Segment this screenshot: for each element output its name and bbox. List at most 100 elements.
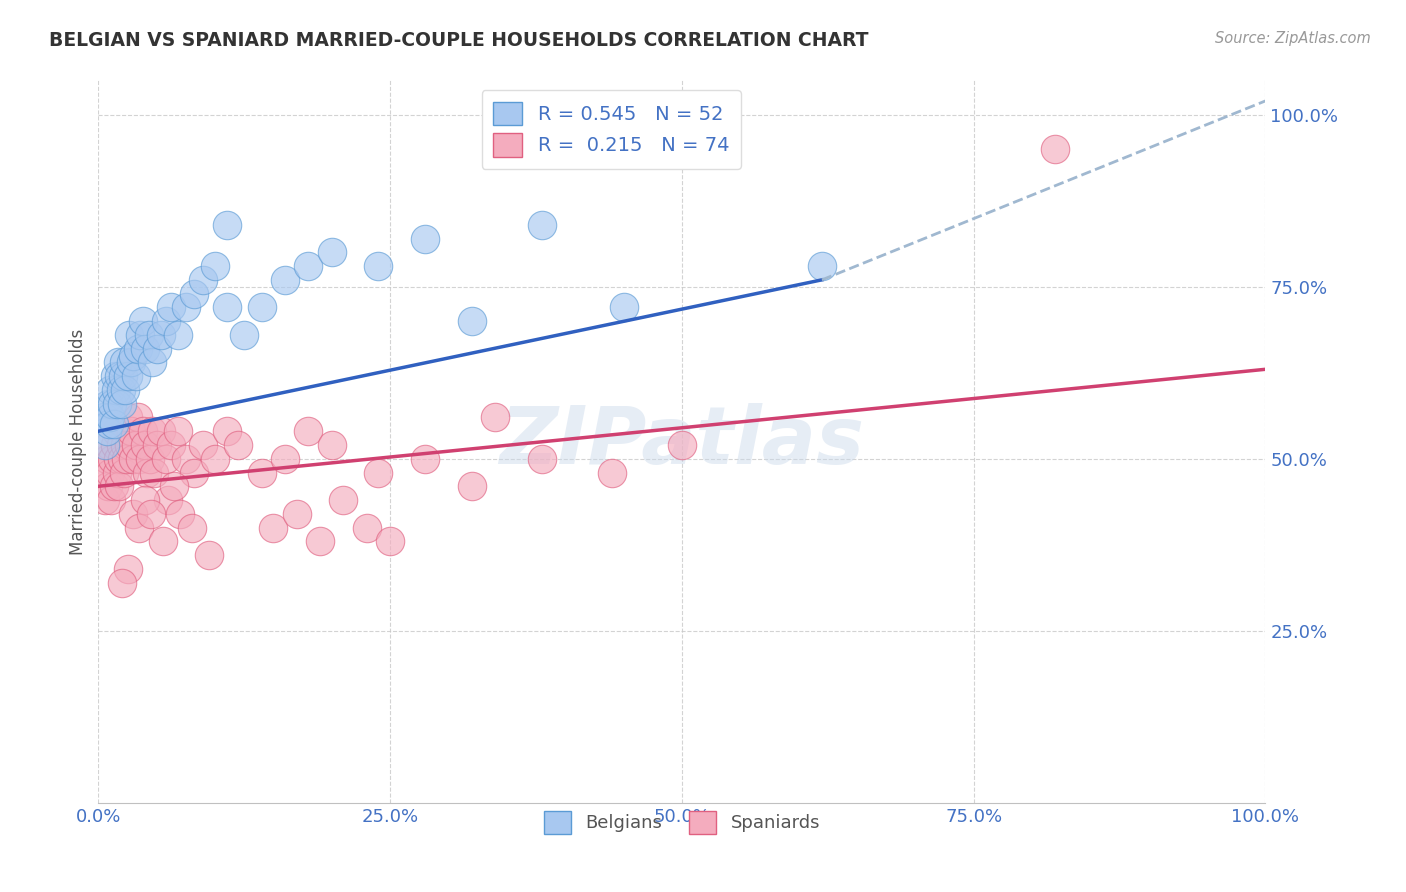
Point — [134, 342, 156, 356]
Point — [600, 466, 623, 480]
Point — [97, 417, 120, 432]
Text: ZIPatlas: ZIPatlas — [499, 402, 865, 481]
Point — [97, 479, 120, 493]
Point — [125, 369, 148, 384]
Point — [125, 438, 148, 452]
Point — [112, 466, 135, 480]
Point — [97, 397, 120, 411]
Point — [105, 466, 128, 480]
Point — [174, 301, 197, 315]
Point — [250, 466, 273, 480]
Point — [356, 520, 378, 534]
Point — [139, 451, 162, 466]
Point — [157, 493, 180, 508]
Point — [127, 342, 149, 356]
Point — [132, 424, 155, 438]
Point — [169, 507, 191, 521]
Point — [128, 520, 150, 534]
Point — [132, 314, 155, 328]
Point — [613, 301, 636, 315]
Point — [117, 410, 139, 425]
Point — [150, 327, 173, 342]
Point — [321, 245, 343, 260]
Point — [112, 355, 135, 369]
Point — [250, 301, 273, 315]
Point — [530, 451, 553, 466]
Point — [309, 534, 332, 549]
Point — [107, 451, 129, 466]
Point — [122, 349, 145, 363]
Point — [332, 493, 354, 508]
Point — [163, 479, 186, 493]
Point — [159, 438, 181, 452]
Point — [107, 355, 129, 369]
Point — [104, 438, 127, 452]
Point — [811, 259, 834, 273]
Point — [120, 424, 142, 438]
Point — [180, 520, 202, 534]
Point — [94, 493, 117, 508]
Point — [114, 383, 136, 397]
Point — [671, 438, 693, 452]
Point — [150, 424, 173, 438]
Point — [108, 369, 131, 384]
Point — [127, 410, 149, 425]
Point — [413, 451, 436, 466]
Point — [159, 301, 181, 315]
Point — [100, 493, 122, 508]
Point — [141, 355, 163, 369]
Point — [111, 451, 134, 466]
Point — [118, 438, 141, 452]
Point — [98, 466, 121, 480]
Point — [166, 424, 188, 438]
Point — [110, 438, 132, 452]
Point — [274, 451, 297, 466]
Point — [139, 507, 162, 521]
Point — [484, 410, 506, 425]
Point — [228, 438, 250, 452]
Point — [101, 397, 124, 411]
Point — [97, 438, 120, 452]
Text: BELGIAN VS SPANIARD MARRIED-COUPLE HOUSEHOLDS CORRELATION CHART: BELGIAN VS SPANIARD MARRIED-COUPLE HOUSE… — [49, 31, 869, 50]
Point — [193, 273, 215, 287]
Point — [129, 327, 152, 342]
Point — [215, 424, 238, 438]
Point — [134, 438, 156, 452]
Point — [204, 451, 226, 466]
Point — [530, 218, 553, 232]
Point — [461, 314, 484, 328]
Point — [117, 369, 139, 384]
Point — [297, 259, 319, 273]
Point — [215, 218, 238, 232]
Point — [413, 231, 436, 245]
Point — [262, 520, 284, 534]
Y-axis label: Married-couple Households: Married-couple Households — [69, 328, 87, 555]
Point — [105, 397, 128, 411]
Point — [166, 327, 188, 342]
Point — [380, 534, 402, 549]
Point — [138, 327, 160, 342]
Point — [103, 417, 125, 432]
Point — [1045, 142, 1067, 156]
Point — [285, 507, 308, 521]
Point — [274, 273, 297, 287]
Point — [98, 383, 121, 397]
Point — [114, 438, 136, 452]
Point — [183, 286, 205, 301]
Point — [120, 355, 142, 369]
Point — [122, 507, 145, 521]
Point — [143, 466, 166, 480]
Point — [111, 575, 134, 590]
Point — [461, 479, 484, 493]
Point — [367, 259, 389, 273]
Point — [104, 369, 127, 384]
Point — [198, 548, 221, 562]
Point — [117, 562, 139, 576]
Point — [136, 466, 159, 480]
Point — [111, 397, 134, 411]
Text: Source: ZipAtlas.com: Source: ZipAtlas.com — [1215, 31, 1371, 46]
Point — [104, 424, 127, 438]
Point — [111, 369, 134, 384]
Point — [141, 424, 163, 438]
Point — [108, 479, 131, 493]
